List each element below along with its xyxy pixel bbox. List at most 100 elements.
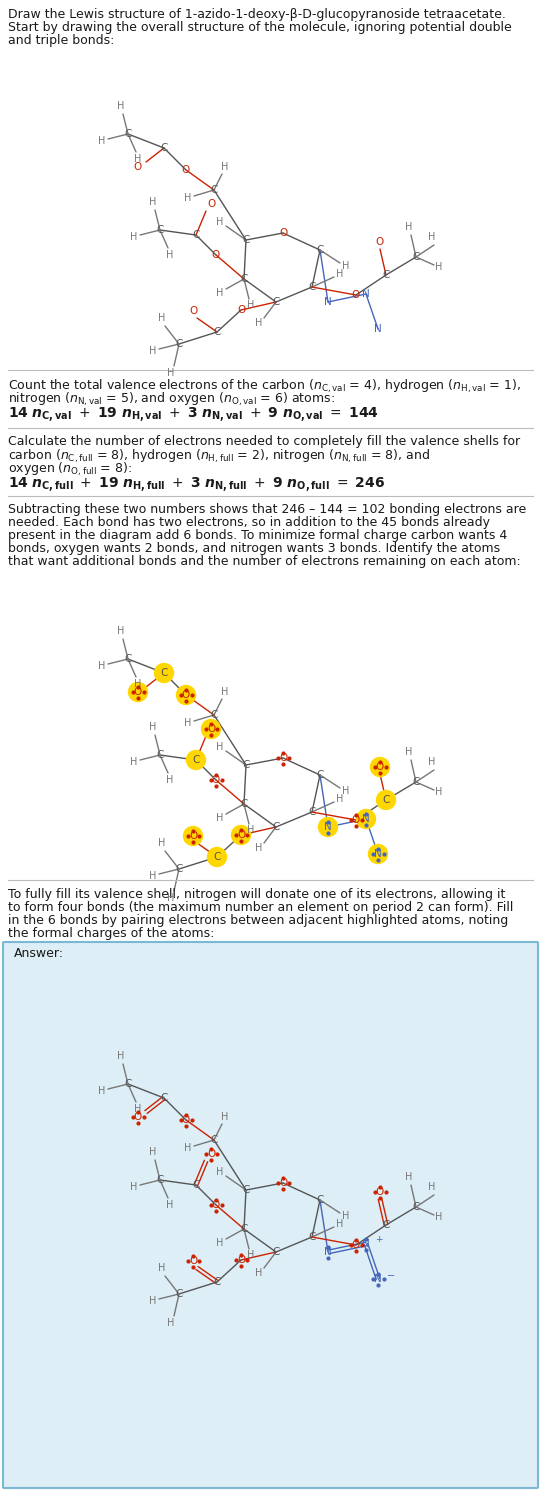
- Text: H: H: [216, 216, 223, 227]
- Text: H: H: [167, 1318, 175, 1327]
- Text: H: H: [166, 249, 174, 260]
- Text: H: H: [216, 1238, 223, 1248]
- Text: that want additional bonds and the number of electrons remaining on each atom:: that want additional bonds and the numbe…: [8, 555, 521, 567]
- Text: N: N: [324, 823, 332, 832]
- Text: H: H: [436, 261, 443, 272]
- Text: C: C: [412, 252, 420, 261]
- Text: Draw the Lewis structure of 1-azido-1-deoxy-β-D-glucopyranoside tetraacetate.: Draw the Lewis structure of 1-azido-1-de…: [8, 7, 506, 21]
- Text: H: H: [337, 794, 344, 805]
- Circle shape: [357, 809, 375, 829]
- Text: H: H: [130, 231, 138, 242]
- Text: H: H: [255, 318, 263, 328]
- Text: C: C: [213, 327, 221, 337]
- Text: O: O: [212, 1200, 220, 1209]
- Circle shape: [208, 848, 227, 866]
- Text: O: O: [352, 815, 360, 826]
- Circle shape: [201, 720, 221, 739]
- Text: H: H: [149, 723, 157, 732]
- Circle shape: [371, 757, 390, 776]
- Text: C: C: [210, 711, 217, 720]
- Text: H: H: [216, 814, 223, 823]
- Text: Subtracting these two numbers shows that 246 – 144 = 102 bonding electrons are: Subtracting these two numbers shows that…: [8, 503, 526, 517]
- Text: H: H: [221, 687, 229, 697]
- Text: O: O: [279, 228, 287, 237]
- Text: C: C: [210, 185, 217, 196]
- Text: O: O: [207, 1150, 215, 1159]
- Text: H: H: [149, 1296, 157, 1306]
- Text: H: H: [221, 163, 229, 172]
- Text: H: H: [166, 775, 174, 785]
- Text: O: O: [279, 752, 287, 763]
- Text: C: C: [156, 749, 164, 760]
- Text: C: C: [213, 1277, 221, 1287]
- Text: C: C: [316, 245, 324, 255]
- Text: C: C: [124, 128, 131, 139]
- Text: H: H: [405, 746, 413, 757]
- Text: H: H: [428, 757, 436, 767]
- Text: C: C: [160, 143, 168, 152]
- Text: H: H: [216, 1168, 223, 1176]
- Text: H: H: [159, 838, 166, 848]
- Text: to form four bonds (the maximum number an element on period 2 can form). Fill: to form four bonds (the maximum number a…: [8, 900, 513, 914]
- Text: H: H: [184, 193, 192, 203]
- Text: O: O: [212, 775, 220, 785]
- Text: O: O: [189, 832, 197, 841]
- Text: present in the diagram add 6 bonds. To minimize formal charge carbon wants 4: present in the diagram add 6 bonds. To m…: [8, 529, 507, 542]
- Text: O: O: [134, 163, 142, 172]
- Circle shape: [155, 663, 174, 682]
- Text: and triple bonds:: and triple bonds:: [8, 34, 114, 46]
- Text: C: C: [213, 853, 221, 861]
- Text: H: H: [149, 346, 157, 355]
- Text: H: H: [337, 1218, 344, 1229]
- Text: nitrogen ($n_{\mathrm{N,val}}$ = 5), and oxygen ($n_{\mathrm{O,val}}$ = 6) atoms: nitrogen ($n_{\mathrm{N,val}}$ = 5), and…: [8, 391, 335, 408]
- Text: C: C: [240, 275, 248, 284]
- Text: in the 6 bonds by pairing electrons between adjacent highlighted atoms, noting: in the 6 bonds by pairing electrons betw…: [8, 914, 508, 927]
- Text: C: C: [382, 1220, 390, 1230]
- Text: H: H: [247, 1250, 255, 1260]
- Text: H: H: [428, 231, 436, 242]
- FancyBboxPatch shape: [3, 942, 538, 1489]
- Text: O: O: [376, 237, 384, 246]
- Text: O: O: [376, 761, 384, 772]
- Text: C: C: [160, 667, 168, 678]
- Text: C: C: [316, 770, 324, 779]
- Text: the formal charges of the atoms:: the formal charges of the atoms:: [8, 927, 214, 941]
- Text: H: H: [255, 844, 263, 853]
- Text: H: H: [342, 1211, 349, 1221]
- Text: $\mathbf{14}\ \boldsymbol{n}_{\mathbf{C,full}}\ +\ \mathbf{19}\ \boldsymbol{n}_{: $\mathbf{14}\ \boldsymbol{n}_{\mathbf{C,…: [8, 475, 385, 494]
- Text: O: O: [189, 306, 197, 317]
- Text: C: C: [242, 1185, 250, 1194]
- Text: C: C: [242, 760, 250, 770]
- Text: C: C: [160, 1093, 168, 1103]
- Text: C: C: [240, 799, 248, 809]
- Text: H: H: [167, 367, 175, 378]
- Text: C: C: [242, 234, 250, 245]
- Text: O: O: [279, 1178, 287, 1188]
- Circle shape: [377, 790, 395, 809]
- Text: +: +: [375, 1235, 382, 1244]
- Text: N: N: [362, 290, 370, 299]
- Text: Calculate the number of electrons needed to completely fill the valence shells f: Calculate the number of electrons needed…: [8, 434, 520, 448]
- Text: Answer:: Answer:: [14, 947, 64, 960]
- Text: C: C: [124, 1079, 131, 1088]
- Text: H: H: [166, 1200, 174, 1209]
- Text: C: C: [412, 776, 420, 787]
- Text: O: O: [212, 249, 220, 260]
- Text: C: C: [240, 1224, 248, 1235]
- Text: C: C: [175, 864, 183, 873]
- Text: O: O: [237, 305, 245, 315]
- Text: C: C: [192, 230, 200, 240]
- Text: O: O: [134, 1112, 142, 1123]
- Circle shape: [187, 751, 206, 769]
- Text: H: H: [98, 661, 105, 670]
- Text: H: H: [117, 1051, 124, 1062]
- Circle shape: [129, 682, 148, 702]
- Text: C: C: [308, 282, 316, 293]
- Text: H: H: [221, 1112, 229, 1123]
- Text: oxygen ($n_{\mathrm{O,full}}$ = 8):: oxygen ($n_{\mathrm{O,full}}$ = 8):: [8, 461, 132, 478]
- Text: Start by drawing the overall structure of the molecule, ignoring potential doubl: Start by drawing the overall structure o…: [8, 21, 512, 34]
- Text: H: H: [436, 787, 443, 797]
- Text: C: C: [382, 794, 390, 805]
- Text: To fully fill its valence shell, nitrogen will donate one of its electrons, allo: To fully fill its valence shell, nitroge…: [8, 888, 505, 900]
- Text: H: H: [436, 1212, 443, 1221]
